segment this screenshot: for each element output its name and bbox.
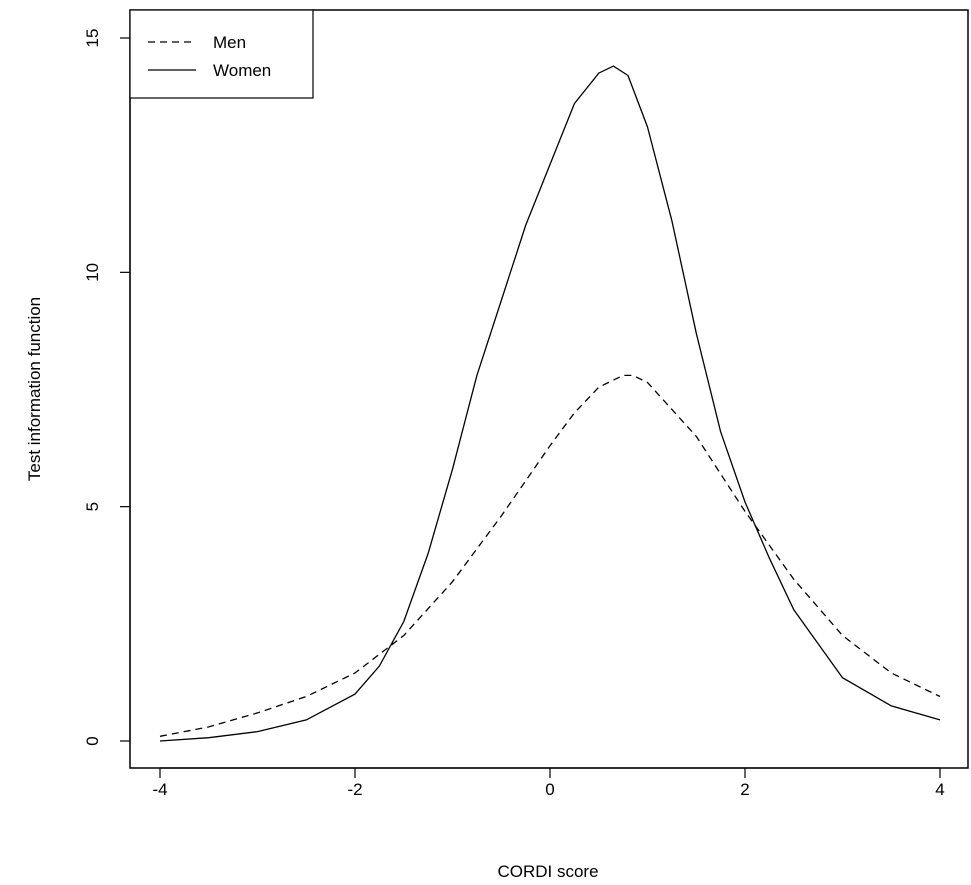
series-line-women bbox=[159, 65, 941, 742]
series-layer bbox=[159, 65, 941, 742]
y-tick-label: 15 bbox=[83, 29, 102, 48]
x-tick-label: -2 bbox=[347, 780, 362, 799]
legend-label-women: Women bbox=[213, 61, 271, 80]
y-tick-label: 10 bbox=[83, 263, 102, 282]
x-tick-label: -4 bbox=[152, 780, 167, 799]
x-tick-label: 0 bbox=[545, 780, 554, 799]
y-tick-label: 0 bbox=[83, 736, 102, 745]
x-axis-title: CORDI score bbox=[497, 862, 598, 881]
x-tick-label: 4 bbox=[935, 780, 944, 799]
x-tick-label: 2 bbox=[740, 780, 749, 799]
legend-box bbox=[129, 9, 314, 99]
y-tick-label: 5 bbox=[83, 502, 102, 511]
series-line-men bbox=[159, 374, 941, 737]
legend: Men Women bbox=[129, 9, 314, 99]
plot-frame bbox=[129, 9, 969, 769]
axes: -4 -2 0 2 4 0 5 10 15 bbox=[83, 29, 945, 799]
legend-label-men: Men bbox=[213, 33, 246, 52]
y-axis-title: Test information function bbox=[25, 297, 44, 481]
